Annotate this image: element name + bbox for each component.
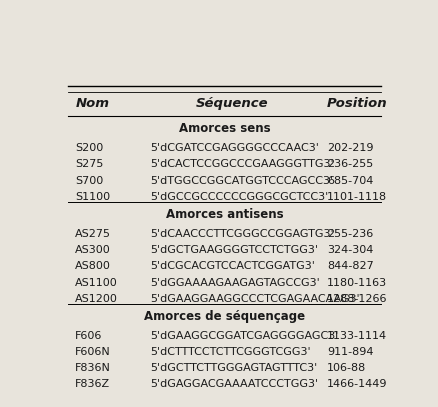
Text: 5'dCACTCCGGCCCGAAGGGTTG3': 5'dCACTCCGGCCCGAAGGGTTG3' <box>150 160 333 169</box>
Text: Position: Position <box>326 97 387 110</box>
Text: 202-219: 202-219 <box>326 143 373 153</box>
Text: 255-236: 255-236 <box>326 229 372 239</box>
Text: 5'dGAAGGCGGATCGAGGGGAGC3': 5'dGAAGGCGGATCGAGGGGAGC3' <box>150 330 338 341</box>
Text: S200: S200 <box>75 143 103 153</box>
Text: 685-704: 685-704 <box>326 176 373 186</box>
Text: 5'dGAAGGAAGGCCCTCGAGAACAAG3': 5'dGAAGGAAGGCCCTCGAGAACAAG3' <box>150 294 359 304</box>
Text: AS800: AS800 <box>75 261 111 271</box>
Text: 1101-1118: 1101-1118 <box>326 192 386 202</box>
Text: S1100: S1100 <box>75 192 110 202</box>
Text: F836N: F836N <box>75 363 111 373</box>
Text: Amorces de séquençage: Amorces de séquençage <box>144 310 305 323</box>
Text: 5'dCAACCCTTCGGGCCGGAGTG3': 5'dCAACCCTTCGGGCCGGAGTG3' <box>150 229 333 239</box>
Text: AS1200: AS1200 <box>75 294 118 304</box>
Text: 324-304: 324-304 <box>326 245 373 255</box>
Text: F836Z: F836Z <box>75 379 110 389</box>
Text: AS300: AS300 <box>75 245 111 255</box>
Text: 5'dGAGGACGAAAATCCCTGG3': 5'dGAGGACGAAAATCCCTGG3' <box>150 379 318 389</box>
Text: 5'dCGATCCGAGGGGCCCAAC3': 5'dCGATCCGAGGGGCCCAAC3' <box>150 143 318 153</box>
Text: S700: S700 <box>75 176 103 186</box>
Text: 1288-1266: 1288-1266 <box>326 294 387 304</box>
Text: F606N: F606N <box>75 347 111 357</box>
Text: S275: S275 <box>75 160 103 169</box>
Text: AS275: AS275 <box>75 229 111 239</box>
Text: AS1100: AS1100 <box>75 278 118 288</box>
Text: 5'dTGGCCGGCATGGTCCCAGCC3': 5'dTGGCCGGCATGGTCCCAGCC3' <box>150 176 332 186</box>
Text: F606: F606 <box>75 330 102 341</box>
Text: 106-88: 106-88 <box>326 363 365 373</box>
Text: Séquence: Séquence <box>195 97 268 110</box>
Text: 5'dGCTTCTTGGGAGTAGTTTC3': 5'dGCTTCTTGGGAGTAGTTTC3' <box>150 363 317 373</box>
Text: 1180-1163: 1180-1163 <box>326 278 386 288</box>
Text: 5'dGCCGCCCCCCGGGCGCTCC3': 5'dGCCGCCCCCCGGGCGCTCC3' <box>150 192 328 202</box>
Text: 844-827: 844-827 <box>326 261 373 271</box>
Text: 1133-1114: 1133-1114 <box>326 330 386 341</box>
Text: 5'dGCTGAAGGGGTCCTCTGG3': 5'dGCTGAAGGGGTCCTCTGG3' <box>150 245 318 255</box>
Text: Nom: Nom <box>75 97 109 110</box>
Text: Amorces sens: Amorces sens <box>179 122 270 135</box>
Text: 236-255: 236-255 <box>326 160 372 169</box>
Text: Amorces antisens: Amorces antisens <box>166 208 283 221</box>
Text: 1466-1449: 1466-1449 <box>326 379 387 389</box>
Text: 5'dCGCACGTCCACTCGGATG3': 5'dCGCACGTCCACTCGGATG3' <box>150 261 314 271</box>
Text: 911-894: 911-894 <box>326 347 373 357</box>
Text: 5'dCTTTCCTCTTCGGGTCGG3': 5'dCTTTCCTCTTCGGGTCGG3' <box>150 347 310 357</box>
Text: 5'dGGAAAAGAAGAGTAGCCG3': 5'dGGAAAAGAAGAGTAGCCG3' <box>150 278 319 288</box>
